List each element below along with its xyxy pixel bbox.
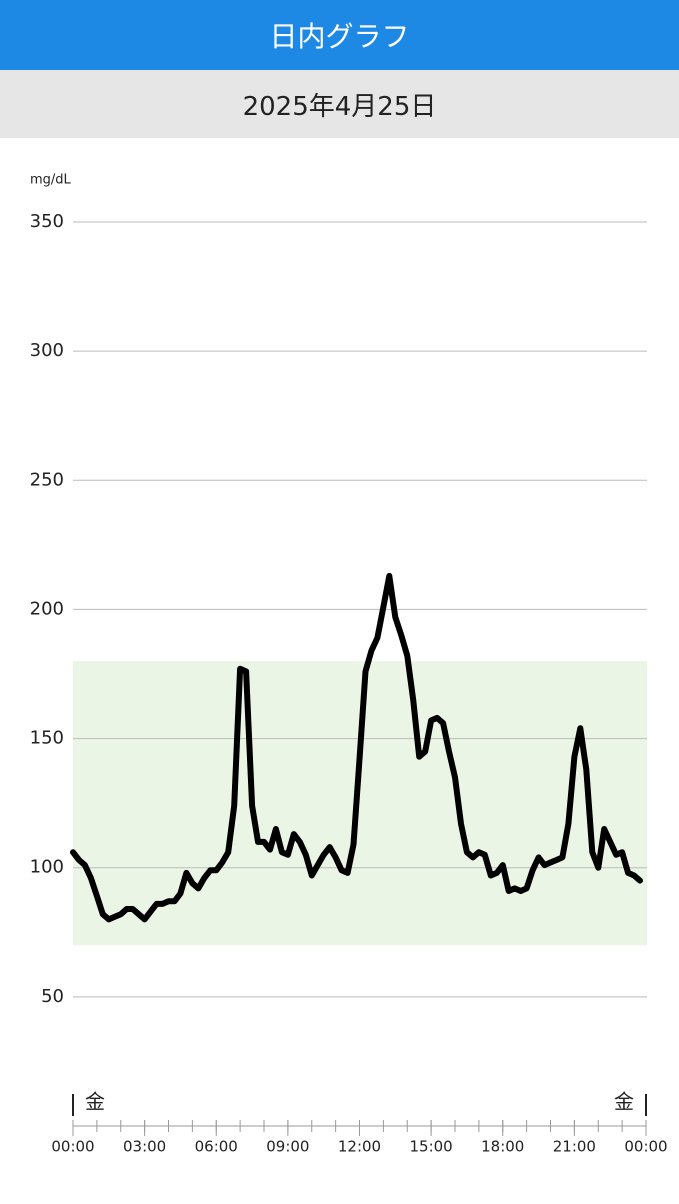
y-tick-label: 300 — [30, 340, 64, 361]
y-axis-label: mg/dL — [30, 173, 72, 188]
y-tick-label: 350 — [30, 211, 64, 232]
x-tick-label: 03:00 — [123, 1138, 166, 1156]
x-tick-label: 00:00 — [51, 1138, 94, 1156]
x-tick-label: 18:00 — [481, 1138, 524, 1156]
x-tick-label: 00:00 — [624, 1138, 667, 1156]
x-tick-label: 15:00 — [410, 1138, 453, 1156]
x-tick-label: 12:00 — [338, 1138, 381, 1156]
y-tick-label: 50 — [41, 986, 64, 1007]
day-label: 金 — [614, 1090, 634, 1114]
chart: mg/dL 50 100 150 200 250 300 350 00:00 03:00 06:0… — [30, 173, 668, 1156]
glucose-line — [70, 572, 643, 923]
x-tick-label: 06:00 — [195, 1138, 238, 1156]
x-tick-label: 09:00 — [266, 1138, 309, 1156]
day-label: 金 — [85, 1090, 105, 1114]
date: 2025年4月25日 — [0, 70, 679, 138]
y-tick-label: 150 — [30, 728, 64, 749]
x-tick-label: 21:00 — [553, 1138, 596, 1156]
y-tick-label: 250 — [30, 469, 64, 490]
y-tick-label: 200 — [30, 598, 64, 619]
header-title: 日内グラフ — [0, 0, 679, 70]
y-tick-label: 100 — [30, 857, 64, 878]
